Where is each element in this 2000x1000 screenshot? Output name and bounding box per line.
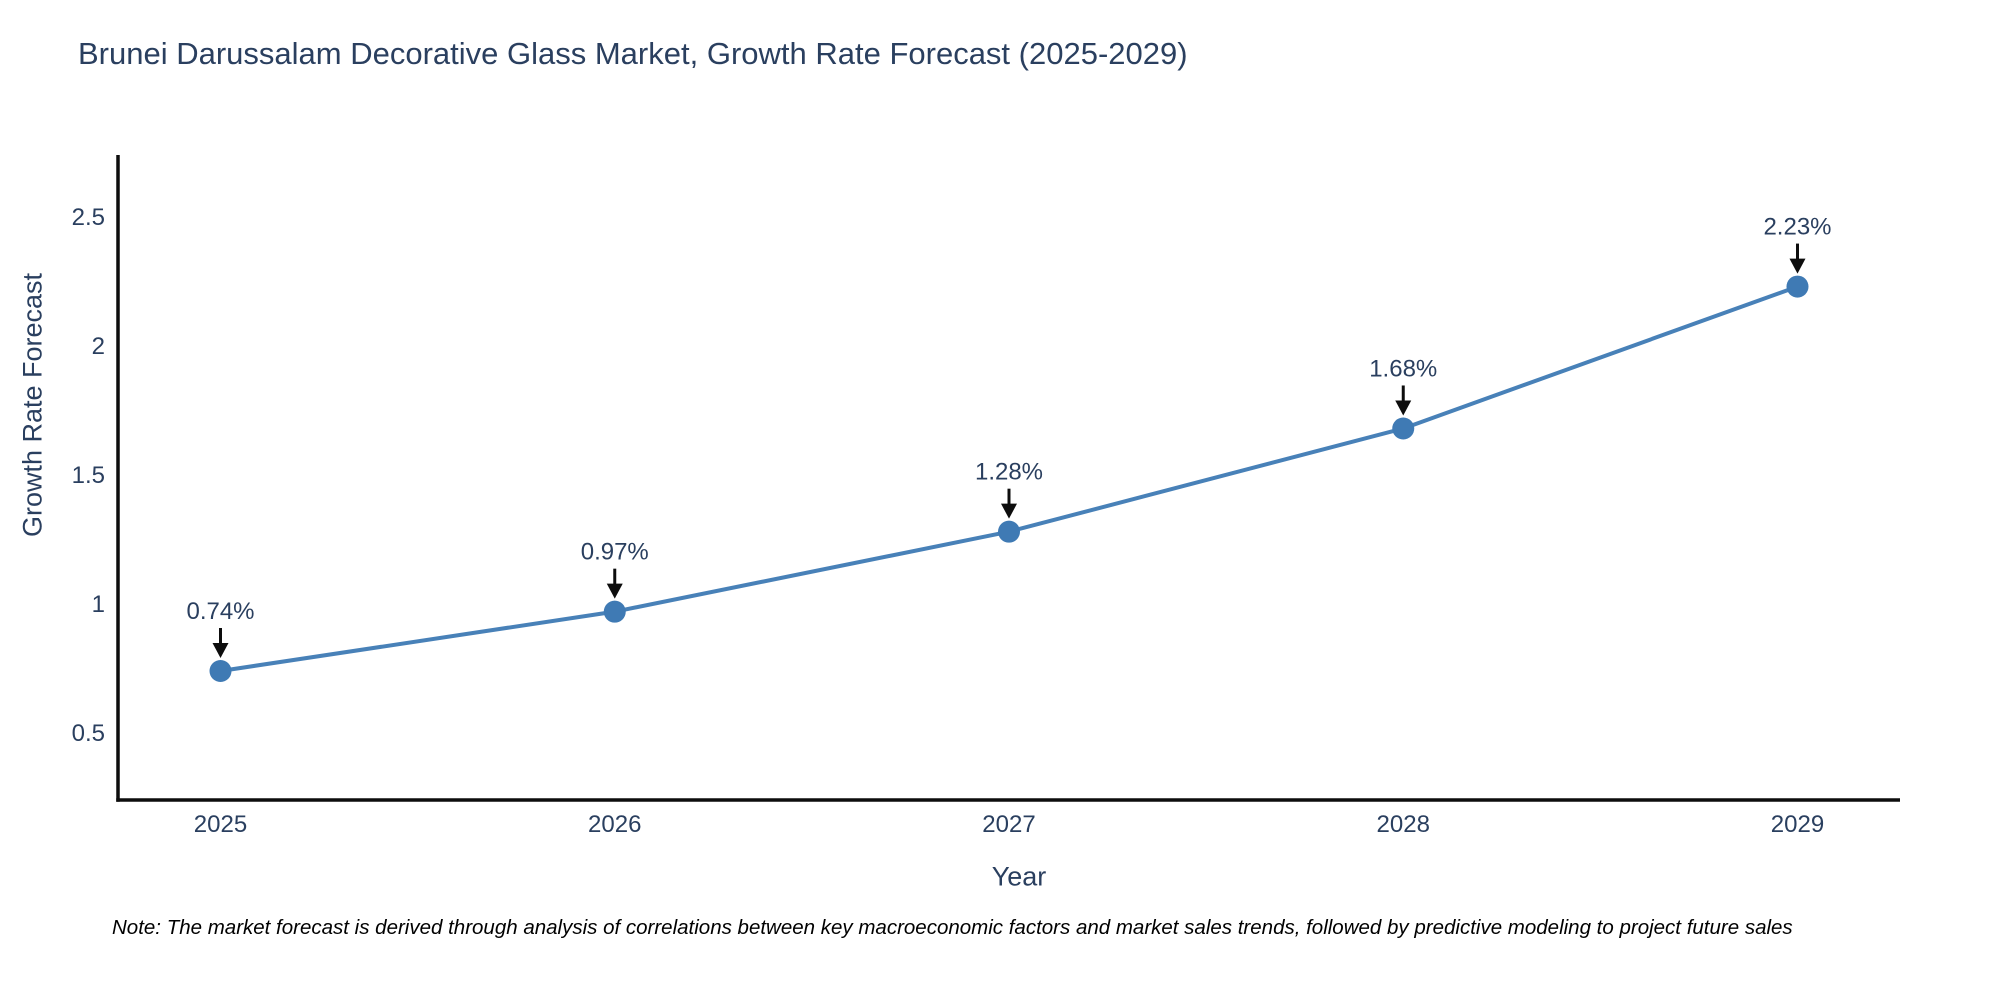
y-tick-label: 1.5	[72, 462, 105, 489]
data-point-marker[interactable]	[603, 600, 626, 623]
annotation-label: 1.68%	[1369, 355, 1437, 382]
y-tick-label: 0.5	[72, 720, 105, 747]
y-tick-label: 2	[92, 333, 105, 360]
y-tick-label: 2.5	[72, 204, 105, 231]
annotation-label: 2.23%	[1763, 214, 1831, 241]
footnote: Note: The market forecast is derived thr…	[112, 916, 1793, 939]
annotation-arrow-head-icon	[212, 643, 229, 658]
x-tick-label: 2028	[1377, 811, 1430, 838]
data-point-marker[interactable]	[209, 660, 232, 682]
annotation-arrow-head-icon	[1001, 503, 1017, 519]
annotation-label: 1.28%	[975, 459, 1043, 486]
x-tick-label: 2025	[194, 811, 247, 838]
x-tick-label: 2027	[982, 811, 1035, 838]
x-axis-title: Year	[991, 861, 1047, 892]
chart-title: Brunei Darussalam Decorative Glass Marke…	[78, 36, 1188, 71]
y-tick-label: 1	[92, 591, 105, 618]
data-point-marker[interactable]	[1786, 275, 1809, 298]
annotation-arrow-head-icon	[606, 583, 623, 599]
annotation-label: 0.74%	[186, 598, 254, 625]
data-point-marker[interactable]	[1392, 417, 1415, 440]
data-point-marker[interactable]	[998, 520, 1020, 543]
x-tick-label: 2029	[1771, 811, 1824, 838]
annotation-arrow-head-icon	[1395, 400, 1412, 416]
annotation-arrow-head-icon	[1789, 258, 1806, 274]
y-axis-title: Growth Rate Forecast	[17, 272, 48, 538]
x-tick-label: 2026	[588, 811, 641, 838]
annotation-label: 0.97%	[581, 539, 649, 566]
